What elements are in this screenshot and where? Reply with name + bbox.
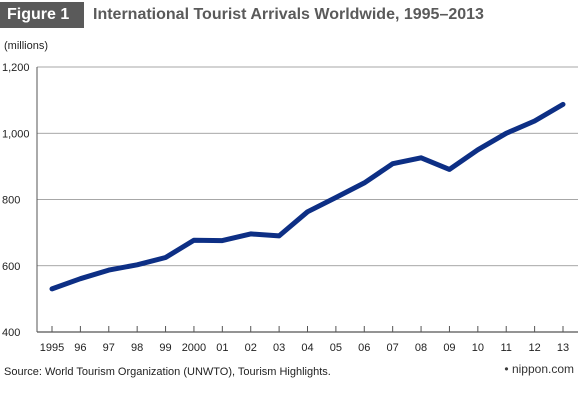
source-note: Source: World Tourism Organization (UNWT…: [4, 366, 331, 378]
brand-logo: • nippon.com: [504, 362, 574, 376]
x-tick-label-11: 11: [501, 342, 512, 354]
x-tick-label-04: 04: [301, 342, 313, 354]
x-tick-label-12: 12: [528, 342, 540, 354]
series-line-0: [49, 101, 566, 292]
figure-title: International Tourist Arrivals Worldwide…: [93, 6, 484, 23]
x-tick-label-10: 10: [472, 342, 484, 354]
y-tick-label-1200: 1,200: [2, 62, 30, 74]
brand-text: nippon.com: [511, 362, 574, 376]
x-tick-label-13: 13: [557, 342, 569, 354]
x-tick-label-05: 05: [330, 342, 342, 354]
x-tick-label-08: 08: [415, 342, 427, 354]
x-tick-label-96: 96: [74, 342, 86, 354]
y-tick-label-1000: 1,000: [2, 128, 30, 140]
x-tick-label-99: 99: [159, 342, 171, 354]
x-tick-label-03: 03: [273, 342, 285, 354]
x-tick-label-02: 02: [245, 342, 257, 354]
x-tick-label-06: 06: [358, 342, 370, 354]
y-tick-label-600: 600: [2, 261, 20, 273]
x-tick-label-09: 09: [443, 342, 455, 354]
x-tick-label-01: 01: [216, 342, 228, 354]
x-tick-label-97: 97: [103, 342, 115, 354]
y-tick-label-800: 800: [2, 195, 20, 207]
x-tick-label-1995: 1995: [40, 342, 64, 354]
y-axis-unit-label: (millions): [4, 40, 48, 52]
x-tick-label-98: 98: [131, 342, 143, 354]
figure-header: Figure 1 International Tourist Arrivals …: [0, 0, 584, 30]
figure-label: Figure 1: [0, 2, 84, 28]
y-tick-label-400: 400: [2, 327, 20, 339]
x-tick-label-07: 07: [387, 342, 399, 354]
x-tick-label-2000: 2000: [182, 342, 206, 354]
line-chart: 400 600 800 1,000 1,200 1995 96 97 98 99 2000 01 02 0…: [2, 62, 578, 354]
